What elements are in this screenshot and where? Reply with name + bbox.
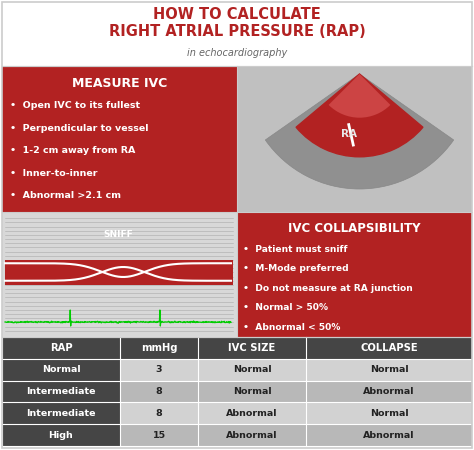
Text: HOW TO CALCULATE: HOW TO CALCULATE — [153, 7, 321, 22]
Text: IVC COLLAPSIBILITY: IVC COLLAPSIBILITY — [288, 222, 421, 235]
Bar — [237, 212, 472, 337]
Text: 15: 15 — [153, 431, 165, 440]
Text: •  1-2 cm away from RA: • 1-2 cm away from RA — [10, 146, 136, 155]
Bar — [120, 381, 198, 402]
Text: COLLAPSE: COLLAPSE — [360, 343, 418, 353]
Bar — [120, 359, 198, 381]
Text: Abnormal: Abnormal — [363, 431, 415, 440]
Text: •  M-Mode preferred: • M-Mode preferred — [243, 265, 348, 273]
Bar — [120, 402, 198, 424]
Text: SNIFF: SNIFF — [104, 230, 133, 239]
Bar — [198, 359, 306, 381]
Bar — [198, 402, 306, 424]
Text: 8: 8 — [155, 409, 163, 418]
Bar — [237, 66, 472, 212]
Text: Normal: Normal — [233, 365, 271, 374]
Bar — [120, 424, 198, 446]
Text: •  Normal > 50%: • Normal > 50% — [243, 303, 328, 312]
Text: in echocardiography: in echocardiography — [187, 48, 287, 58]
Text: mmHg: mmHg — [141, 343, 177, 353]
Text: RAP: RAP — [50, 343, 73, 353]
Bar — [306, 359, 472, 381]
Text: MEASURE IVC: MEASURE IVC — [72, 77, 167, 90]
Text: Normal: Normal — [370, 409, 408, 418]
Bar — [2, 402, 120, 424]
Bar — [198, 424, 306, 446]
Text: IVC SIZE: IVC SIZE — [228, 343, 275, 353]
Text: •  Perpendicular to vessel: • Perpendicular to vessel — [10, 124, 148, 133]
Text: 8: 8 — [155, 387, 163, 396]
Text: Intermediate: Intermediate — [26, 387, 96, 396]
Bar — [306, 381, 472, 402]
Text: Normal: Normal — [233, 387, 271, 396]
Text: Abnormal: Abnormal — [226, 431, 278, 440]
Wedge shape — [296, 74, 423, 157]
Bar — [2, 424, 120, 446]
Text: •  Inner-to-inner: • Inner-to-inner — [10, 169, 98, 178]
Bar — [306, 424, 472, 446]
Bar — [5, 260, 233, 284]
Text: Abnormal: Abnormal — [226, 409, 278, 418]
Bar — [2, 337, 472, 359]
Wedge shape — [265, 74, 454, 189]
Text: •  Do not measure at RA junction: • Do not measure at RA junction — [243, 284, 413, 293]
Text: RIGHT ATRIAL PRESSURE (RAP): RIGHT ATRIAL PRESSURE (RAP) — [109, 24, 365, 39]
Text: RA: RA — [341, 129, 357, 139]
Text: Normal: Normal — [42, 365, 80, 374]
Text: •  Patient must sniff: • Patient must sniff — [243, 245, 347, 254]
Text: Abnormal: Abnormal — [363, 387, 415, 396]
Text: High: High — [49, 431, 73, 440]
Text: •  Abnormal < 50%: • Abnormal < 50% — [243, 323, 340, 332]
Bar — [2, 359, 120, 381]
Text: •  Open IVC to its fullest: • Open IVC to its fullest — [10, 101, 140, 110]
Text: •  Abnormal >2.1 cm: • Abnormal >2.1 cm — [10, 191, 121, 200]
Bar — [2, 66, 237, 212]
Text: Intermediate: Intermediate — [26, 409, 96, 418]
Text: Normal: Normal — [370, 365, 408, 374]
Bar — [306, 402, 472, 424]
Bar — [2, 212, 237, 337]
Bar — [2, 381, 120, 402]
Wedge shape — [328, 74, 391, 118]
Text: 3: 3 — [156, 365, 162, 374]
Bar — [198, 381, 306, 402]
